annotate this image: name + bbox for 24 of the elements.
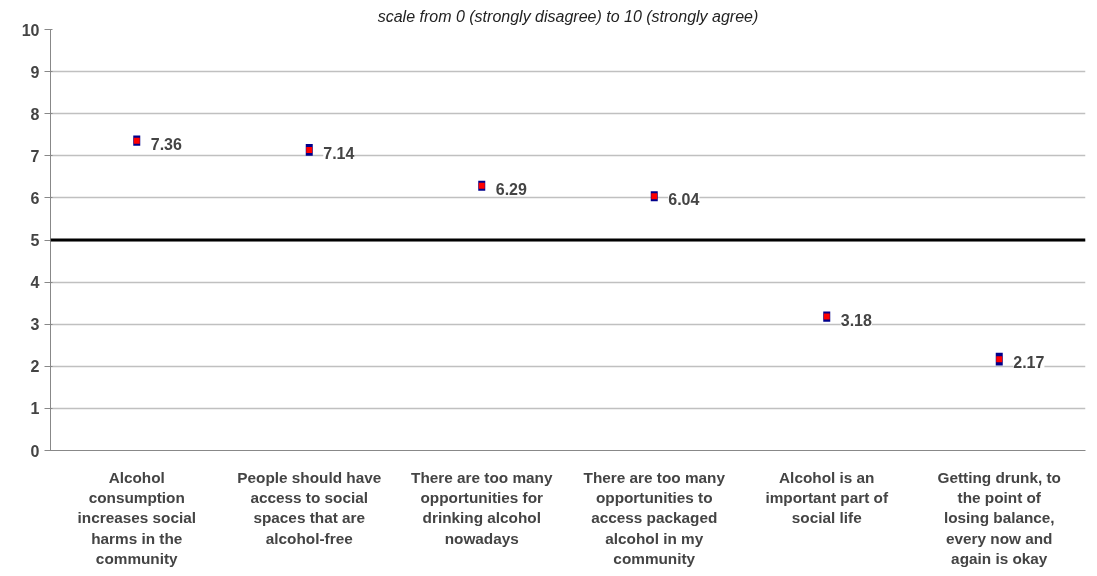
y-tick-label: 5 [30,232,40,249]
x-tick-label: Getting drunk, to the point of losing balance, every now and again is okay [937,468,1061,568]
y-tick-label: 3 [30,316,40,334]
y-tick-label: 0 [30,442,40,460]
data-label: 6.29 [495,180,527,198]
y-tick-label: 7 [30,147,40,165]
y-tick-label: 2 [30,358,40,376]
data-label: 7.36 [150,135,182,153]
y-tick-label: 10 [21,21,40,39]
y-tick-label: 4 [30,274,40,292]
data-label: 2.17 [1013,354,1045,372]
x-tick-label: People should have access to social spaces that are alcohol-free [237,468,382,547]
y-tick-label: 9 [30,63,40,81]
y-tick-label: 1 [30,400,40,418]
data-label: 6.04 [668,191,700,209]
x-tick-label: There are too many opportunities for drinking alcohol nowadays [411,468,553,547]
x-tick-label: Alcohol is an important part of social life [765,468,889,527]
x-tick-label: Alcohol consumption increases social harms in the community [77,468,196,568]
data-label: 7.14 [323,144,355,162]
chart-subtitle: scale from 0 (strongly disagree) to 10 (strongly agree) [377,7,759,25]
x-tick-label: There are too many opportunities to access packaged alcohol in my community [583,468,726,568]
y-tick-label: 6 [30,189,40,207]
y-tick-label: 8 [30,105,40,123]
data-label: 3.18 [840,311,872,329]
